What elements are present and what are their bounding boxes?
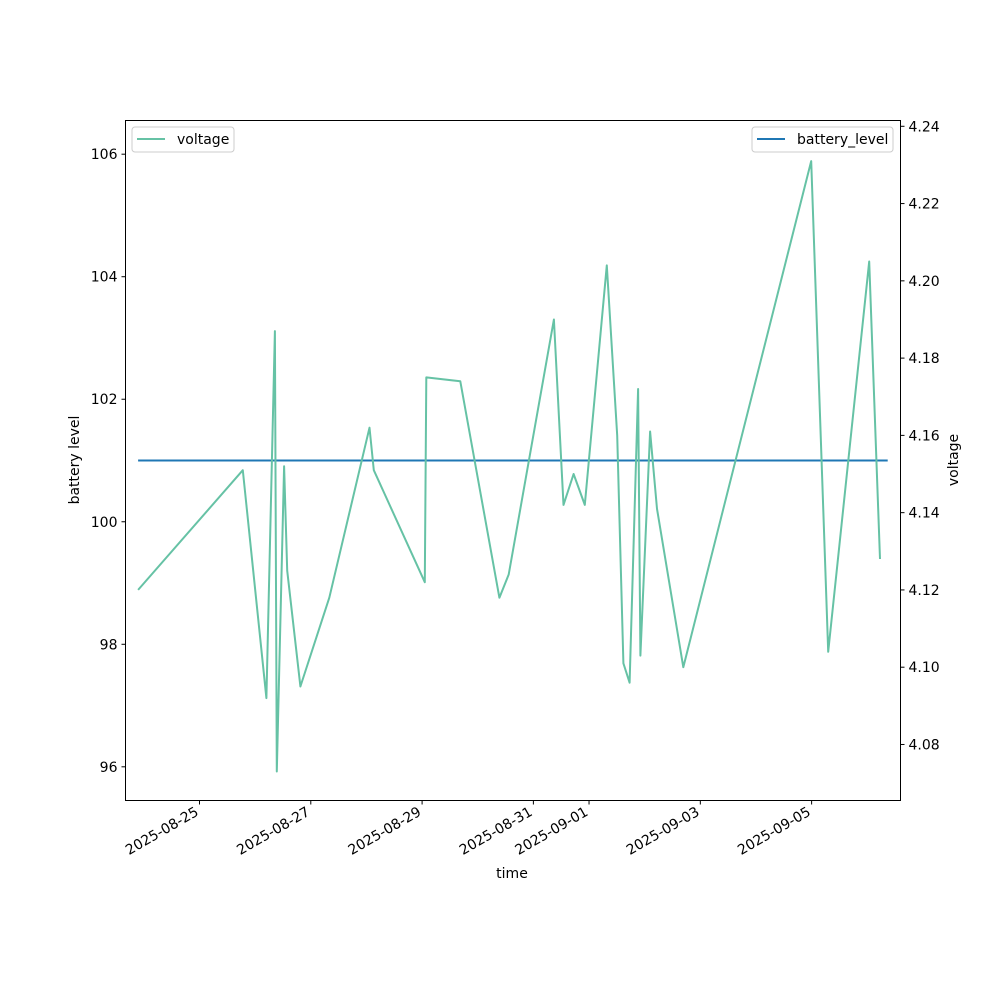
y-left-tick-label: 100 <box>91 515 118 531</box>
y-left-tick-label: 102 <box>91 392 118 408</box>
y-right-tick-label: 4.24 <box>909 119 940 135</box>
y-right-tick-label: 4.18 <box>909 351 940 367</box>
y-axis-left-label: battery level <box>67 416 83 505</box>
y-right-tick-label: 4.08 <box>909 737 940 753</box>
y-left-tick-label: 106 <box>91 147 118 163</box>
series-line-voltage <box>137 160 881 773</box>
y-axis-left-ticks: 96 98 100 102 104 106 <box>91 147 126 776</box>
y-right-tick-label: 4.12 <box>909 583 940 599</box>
x-axis-label: time <box>496 866 528 882</box>
plot-frame <box>125 120 901 801</box>
legend-battery-level: battery_level <box>751 126 894 153</box>
legend-voltage-label: voltage <box>177 132 229 148</box>
legend-battery-level-label: battery_level <box>797 132 888 148</box>
y-left-tick-label: 98 <box>100 637 118 653</box>
y-right-tick-label: 4.22 <box>909 197 940 213</box>
y-axis-right-ticks: 4.08 4.10 4.12 4.14 4.16 4.18 4.20 4.22 4.24 <box>900 119 940 753</box>
y-right-tick-label: 4.14 <box>909 506 940 522</box>
plot-lines <box>137 160 888 773</box>
y-left-tick-label: 96 <box>100 760 118 776</box>
y-right-tick-label: 4.10 <box>909 660 940 676</box>
legend-battery-level-box <box>751 126 894 153</box>
y-right-tick-label: 4.20 <box>909 274 940 290</box>
y-left-tick-label: 104 <box>91 270 118 286</box>
y-axis-right-label: voltage <box>946 434 962 486</box>
legend-voltage: voltage <box>131 126 235 153</box>
legend-voltage-box <box>131 126 235 153</box>
y-right-tick-label: 4.16 <box>909 428 940 444</box>
